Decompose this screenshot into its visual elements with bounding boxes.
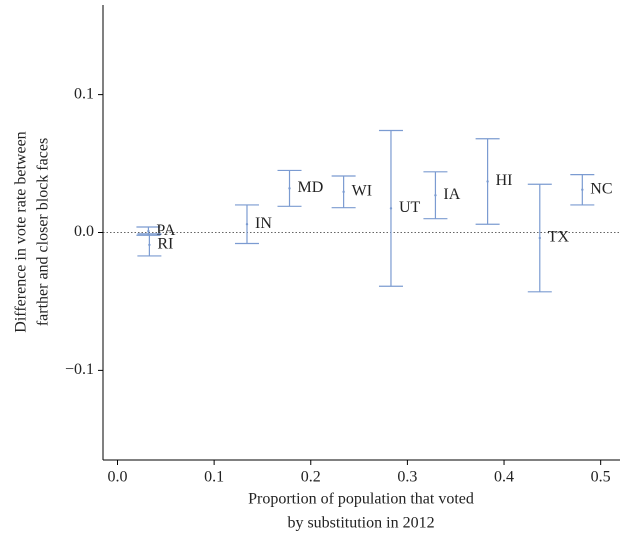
point	[148, 243, 151, 247]
y-tick-label: −0.1	[65, 361, 94, 378]
point-label: TX	[548, 229, 570, 246]
y-axis-label: Difference in vote rate between	[13, 131, 30, 332]
y-tick-label: 0.0	[74, 223, 94, 240]
point	[538, 236, 541, 240]
point-label: UT	[399, 199, 421, 216]
point	[389, 207, 393, 210]
x-axis-label: by substitution in 2012	[287, 515, 434, 532]
point-label: WI	[352, 182, 372, 199]
x-tick-label: 0.4	[494, 469, 514, 486]
y-tick-label: 0.1	[74, 85, 94, 102]
x-tick-label: 0.1	[204, 469, 224, 486]
x-tick-label: 0.5	[591, 469, 611, 486]
point	[434, 194, 437, 197]
point	[245, 223, 249, 226]
point-label: NC	[590, 180, 612, 197]
point	[288, 187, 291, 190]
point-label: RI	[157, 236, 173, 253]
point-label: HI	[496, 172, 513, 189]
point-label: IA	[443, 186, 460, 203]
x-tick-label: 0.3	[397, 469, 417, 486]
point	[342, 190, 345, 194]
point-label: IN	[255, 215, 272, 232]
y-axis-label: farther and closer block faces	[35, 138, 52, 326]
point-label: MD	[298, 179, 324, 196]
point	[486, 180, 489, 183]
point	[147, 229, 150, 233]
point	[581, 188, 584, 191]
x-tick-label: 0.0	[107, 469, 127, 486]
x-tick-label: 0.2	[301, 469, 321, 486]
x-axis-label: Proportion of population that voted	[248, 491, 474, 508]
point-label: PA	[156, 222, 175, 239]
